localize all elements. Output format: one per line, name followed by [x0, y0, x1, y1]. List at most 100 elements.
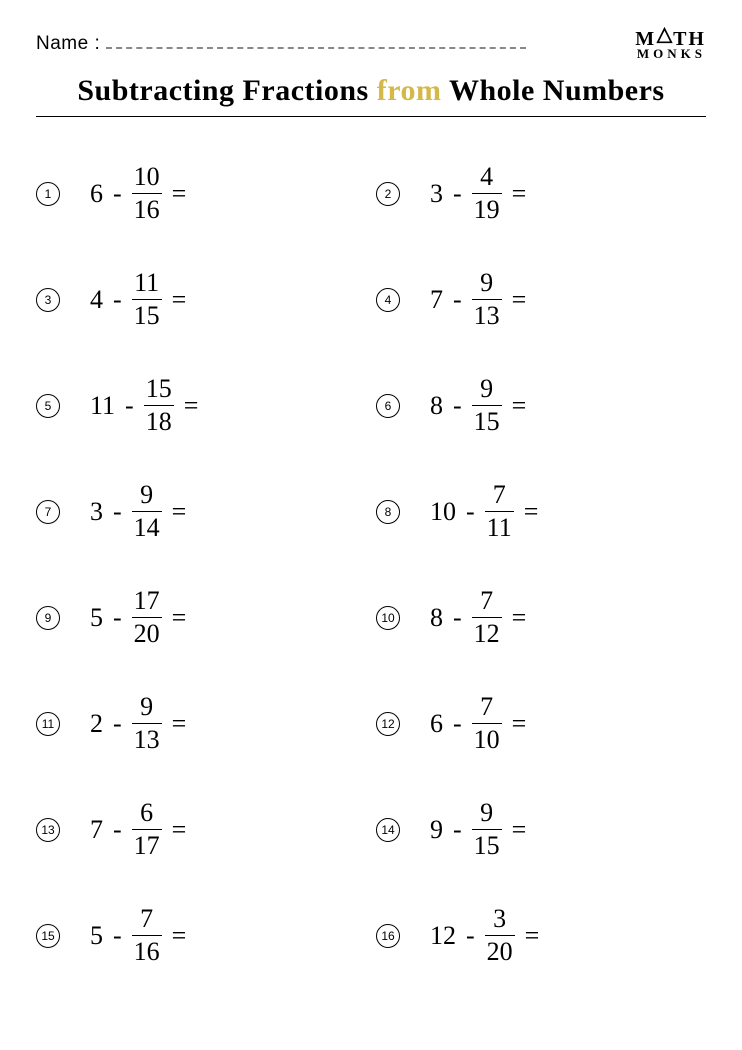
fraction-denominator: 18 — [144, 406, 174, 435]
problem-expression: 11-1518= — [90, 376, 198, 435]
minus-sign: - — [113, 179, 122, 209]
problem: 16 12-320= — [376, 883, 706, 989]
whole-number: 5 — [90, 921, 103, 951]
fraction: 712 — [472, 588, 502, 647]
logo-bottom: MONKS — [635, 48, 706, 60]
problem: 126-710= — [376, 671, 706, 777]
name-label: Name : — [36, 33, 100, 55]
equals-sign: = — [184, 391, 199, 421]
fraction-denominator: 20 — [132, 618, 162, 647]
equals-sign: = — [172, 815, 187, 845]
problem: 34-1115= — [36, 247, 366, 353]
equals-sign: = — [172, 285, 187, 315]
fraction: 1720 — [132, 588, 162, 647]
problem-expression: 6-710= — [430, 694, 526, 753]
fraction: 617 — [132, 800, 162, 859]
title-part3: Whole Numbers — [449, 74, 665, 107]
fraction: 1115 — [132, 270, 162, 329]
problem-expression: 2-913= — [90, 694, 186, 753]
whole-number: 12 — [430, 921, 456, 951]
fraction: 1518 — [144, 376, 174, 435]
fraction-numerator: 17 — [132, 588, 162, 617]
fraction-numerator: 11 — [132, 270, 161, 299]
fraction: 1016 — [132, 164, 162, 223]
problem: 95-1720= — [36, 565, 366, 671]
fraction: 419 — [472, 164, 502, 223]
problem: 73-914= — [36, 459, 366, 565]
problem-number-badge: 16 — [376, 924, 400, 948]
fraction: 320 — [485, 906, 515, 965]
fraction: 915 — [472, 800, 502, 859]
problem-expression: 4-1115= — [90, 270, 186, 329]
problem: 137-617= — [36, 777, 366, 883]
fraction: 716 — [132, 906, 162, 965]
problem-number-badge: 1 — [36, 182, 60, 206]
minus-sign: - — [466, 921, 475, 951]
equals-sign: = — [512, 709, 527, 739]
equals-sign: = — [512, 179, 527, 209]
fraction-denominator: 12 — [472, 618, 502, 647]
whole-number: 5 — [90, 603, 103, 633]
whole-number: 8 — [430, 391, 443, 421]
problem-expression: 6-1016= — [90, 164, 186, 223]
minus-sign: - — [453, 815, 462, 845]
problem-expression: 8-712 = — [430, 588, 526, 647]
whole-number: 7 — [430, 285, 443, 315]
problem-expression: 7-617= — [90, 800, 186, 859]
problem-number-badge: 9 — [36, 606, 60, 630]
equals-sign: = — [512, 285, 527, 315]
name-blank-line[interactable] — [106, 47, 526, 49]
problem-expression: 5-1720= — [90, 588, 186, 647]
problem-expression: 8-915= — [430, 376, 526, 435]
fraction-denominator: 16 — [132, 936, 162, 965]
whole-number: 2 — [90, 709, 103, 739]
equals-sign: = — [172, 921, 187, 951]
problem: 14 9-915= — [376, 777, 706, 883]
whole-number: 7 — [90, 815, 103, 845]
problem-expression: 12-320= — [430, 906, 539, 965]
minus-sign: - — [113, 709, 122, 739]
problem: 810-711= — [376, 459, 706, 565]
fraction-denominator: 15 — [132, 300, 162, 329]
minus-sign: - — [453, 285, 462, 315]
logo-triangle-icon — [656, 27, 673, 47]
equals-sign: = — [512, 603, 527, 633]
equals-sign: = — [172, 603, 187, 633]
minus-sign: - — [113, 497, 122, 527]
fraction-numerator: 7 — [478, 694, 495, 723]
problems-grid: 16-1016=23-419=34-1115=47-913=511-1518=6… — [36, 141, 706, 989]
problem: 15 5-716 = — [36, 883, 366, 989]
problem-expression: 3-914= — [90, 482, 186, 541]
problem: 108-712= — [376, 565, 706, 671]
fraction-numerator: 9 — [478, 270, 495, 299]
whole-number: 3 — [430, 179, 443, 209]
equals-sign: = — [524, 497, 539, 527]
minus-sign: - — [466, 497, 475, 527]
problem-number-badge: 15 — [36, 924, 60, 948]
whole-number: 6 — [90, 179, 103, 209]
problem-number-badge: 14 — [376, 818, 400, 842]
problem-number-badge: 12 — [376, 712, 400, 736]
problem-number-badge: 6 — [376, 394, 400, 418]
whole-number: 8 — [430, 603, 443, 633]
problem-number-badge: 13 — [36, 818, 60, 842]
problem-expression: 7-913 = — [430, 270, 526, 329]
title-part1: Subtracting Fractions — [77, 74, 368, 107]
fraction-denominator: 17 — [132, 830, 162, 859]
problem: 47-913= — [376, 247, 706, 353]
brand-logo: MTH MONKS — [635, 28, 706, 60]
minus-sign: - — [113, 921, 122, 951]
minus-sign: - — [453, 603, 462, 633]
problem: 511-1518= — [36, 353, 366, 459]
problem-number-badge: 11 — [36, 712, 60, 736]
worksheet-title: Subtracting Fractions from Whole Numbers — [36, 74, 706, 108]
fraction: 711 — [485, 482, 514, 541]
fraction: 914 — [132, 482, 162, 541]
problem-number-badge: 5 — [36, 394, 60, 418]
fraction-denominator: 20 — [485, 936, 515, 965]
fraction: 710 — [472, 694, 502, 753]
fraction-denominator: 11 — [485, 512, 514, 541]
fraction-denominator: 13 — [472, 300, 502, 329]
minus-sign: - — [453, 391, 462, 421]
problem-expression: 9-915= — [430, 800, 526, 859]
